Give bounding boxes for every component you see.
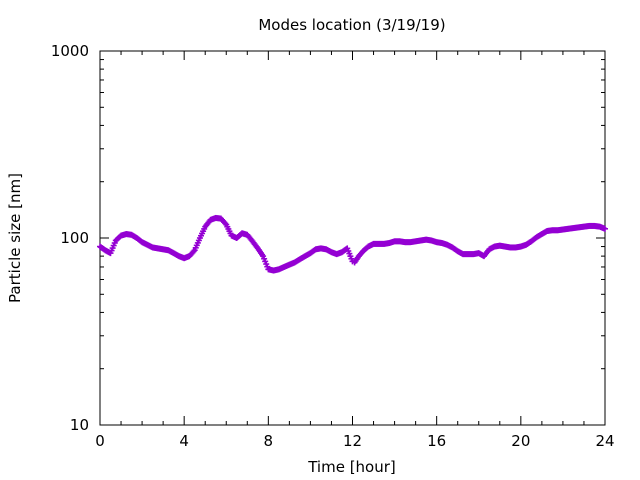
x-tick-label: 24: [595, 432, 614, 450]
x-tick-label: 20: [511, 432, 530, 450]
y-axis: 10 100 1000: [51, 42, 605, 434]
y-tick-label: 10: [70, 416, 89, 434]
data-point: [602, 225, 608, 232]
data-series: [97, 214, 608, 274]
x-tick-label: 16: [427, 432, 446, 450]
plot-frame: [99, 50, 606, 426]
y-tick-label: 100: [60, 229, 89, 247]
x-tick-label: 4: [179, 432, 189, 450]
x-tick-label: 8: [264, 432, 274, 450]
data-point: [190, 248, 197, 255]
x-tick-label: 0: [95, 432, 105, 450]
x-tick-label: 12: [343, 432, 362, 450]
x-axis-label: Time [hour]: [307, 458, 396, 476]
data-point: [222, 220, 229, 227]
y-axis-label: Particle size [nm]: [6, 173, 24, 303]
chart-title: Modes location (3/19/19): [258, 16, 445, 34]
x-axis: 0 4 8 12 16 20 24: [95, 51, 615, 450]
y-tick-label: 1000: [51, 42, 89, 60]
